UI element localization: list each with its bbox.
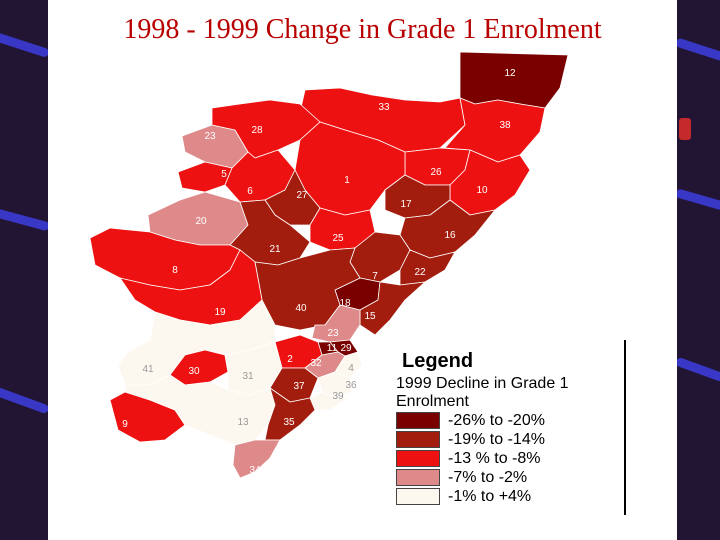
region-label-26: 26 — [430, 167, 442, 178]
region-23b — [311, 304, 361, 343]
legend-swatch — [396, 450, 440, 467]
right-border-decoration — [677, 0, 720, 540]
region-label-33: 33 — [378, 102, 390, 113]
region-label-29: 29 — [340, 343, 352, 354]
legend-row: -26% to -20% — [396, 411, 626, 430]
region-label-19: 19 — [214, 307, 226, 318]
region-label-5: 5 — [221, 169, 227, 180]
region-label-4: 4 — [348, 363, 354, 374]
region-label-25: 25 — [332, 233, 344, 244]
legend-row: -7% to -2% — [396, 468, 626, 487]
region-label-1: 1 — [344, 175, 350, 186]
region-label-6: 6 — [247, 186, 253, 197]
region-label-7: 7 — [372, 271, 378, 282]
region-label-30: 30 — [188, 366, 200, 377]
region-label-23: 23 — [204, 131, 216, 142]
region-label-28: 28 — [251, 125, 263, 136]
region-12 — [459, 51, 569, 109]
legend-swatch — [396, 412, 440, 429]
region-label-20: 20 — [195, 216, 207, 227]
region-label-23b: 23 — [327, 328, 339, 339]
legend-row: -19% to -14% — [396, 430, 626, 449]
region-22 — [399, 249, 456, 286]
region-label-39: 39 — [332, 391, 344, 402]
legend-label: -13 % to -8% — [448, 449, 541, 467]
region-label-9: 9 — [122, 419, 128, 430]
region-40 — [254, 247, 361, 331]
region-label-2: 2 — [287, 354, 293, 365]
region-label-27: 27 — [296, 190, 308, 201]
slide-title: 1998 - 1999 Change in Grade 1 Enrolment — [123, 14, 602, 45]
left-border-decoration — [0, 0, 48, 540]
legend: Legend 1999 Decline in Grade 1 Enrolment… — [396, 350, 626, 506]
legend-label: -19% to -14% — [448, 430, 545, 448]
legend-subtitle: 1999 Decline in Grade 1 Enrolment — [396, 375, 569, 410]
legend-swatch — [396, 488, 440, 505]
region-label-15: 15 — [364, 311, 376, 322]
region-label-10: 10 — [476, 185, 488, 196]
legend-row: -13 % to -8% — [396, 449, 626, 468]
region-35 — [264, 387, 316, 441]
region-label-40: 40 — [295, 303, 307, 314]
slide: 1998 - 1999 Change in Grade 1 Enrolment — [48, 0, 677, 540]
region-15 — [359, 281, 426, 336]
legend-label: -7% to -2% — [448, 468, 528, 486]
region-label-12: 12 — [504, 68, 516, 79]
region-label-34: 34 — [249, 465, 261, 476]
region-label-13: 13 — [237, 417, 249, 428]
region-34 — [232, 439, 281, 479]
region-label-38: 38 — [499, 120, 511, 131]
region-label-31: 31 — [242, 371, 254, 382]
legend-heading: Legend — [402, 350, 474, 372]
region-label-37: 37 — [293, 381, 305, 392]
region-label-35: 35 — [283, 417, 295, 428]
legend-label: -26% to -20% — [448, 411, 545, 429]
legend-swatch — [396, 431, 440, 448]
region-38 — [444, 97, 546, 163]
legend-label: -1% to +4% — [448, 487, 532, 505]
region-label-16: 16 — [444, 230, 456, 241]
region-label-22: 22 — [414, 267, 426, 278]
region-label-32: 32 — [310, 358, 322, 369]
region-28 — [211, 99, 321, 159]
region-label-8: 8 — [172, 265, 178, 276]
region-label-36: 36 — [345, 380, 357, 391]
region-label-17: 17 — [400, 199, 412, 210]
region-label-21: 21 — [269, 244, 281, 255]
region-label-11: 11 — [327, 343, 338, 354]
legend-row: -1% to +4% — [396, 487, 626, 506]
legend-swatch — [396, 469, 440, 486]
legend-divider — [624, 340, 626, 515]
choropleth-map: 12 33 38 23 28 26 5 1 10 6 27 17 20 25 1… — [89, 51, 569, 479]
region-label-41: 41 — [142, 364, 154, 375]
region-label-18: 18 — [339, 298, 351, 309]
